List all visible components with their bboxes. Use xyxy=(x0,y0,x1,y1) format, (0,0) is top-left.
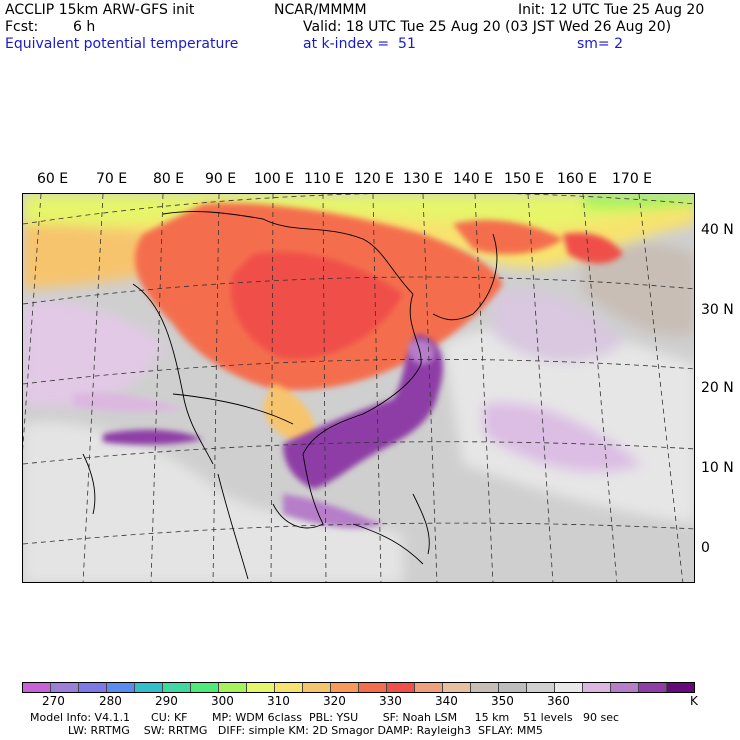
colorbar-swatch xyxy=(135,683,163,692)
lon-label: 60 E xyxy=(37,171,69,187)
colorbar-label: 320 xyxy=(323,694,346,708)
lat-label: 0 xyxy=(701,540,710,556)
colorbar-unit: K xyxy=(690,694,698,708)
lat-label: 40 N xyxy=(701,222,734,238)
organization-label: NCAR/MMMM xyxy=(274,2,367,18)
colorbar-swatch xyxy=(79,683,107,692)
lon-label: 170 E xyxy=(612,171,653,187)
colorbar-swatch xyxy=(163,683,191,692)
map-panel xyxy=(22,193,695,583)
colorbar-swatch xyxy=(639,683,667,692)
colorbar xyxy=(22,682,695,693)
colorbar-swatch xyxy=(107,683,135,692)
lon-label: 130 E xyxy=(403,171,444,187)
colorbar-swatch xyxy=(51,683,79,692)
theta-e-field xyxy=(23,194,694,582)
lon-label: 140 E xyxy=(453,171,494,187)
colorbar-swatch xyxy=(415,683,443,692)
init-time: Init: 12 UTC Tue 25 Aug 20 xyxy=(518,2,705,18)
colorbar-label: 330 xyxy=(379,694,402,708)
colorbar-swatch xyxy=(555,683,583,692)
colorbar-swatch xyxy=(275,683,303,692)
lon-label: 100 E xyxy=(254,171,295,187)
colorbar-swatch xyxy=(359,683,387,692)
lon-label: 120 E xyxy=(354,171,395,187)
model-info-line-1: Model Info: V4.1.1 CU: KF MP: WDM 6class… xyxy=(30,711,620,724)
colorbar-swatch xyxy=(583,683,611,692)
smoothing-value: sm= 2 xyxy=(577,36,624,52)
lon-label: 90 E xyxy=(205,171,237,187)
model-title: ACCLIP 15km ARW-GFS init xyxy=(5,2,195,18)
colorbar-label: 310 xyxy=(267,694,290,708)
forecast-label: Fcst: xyxy=(5,19,39,35)
lon-label: 160 E xyxy=(557,171,598,187)
lon-label: 80 E xyxy=(153,171,185,187)
level-index: at k-index = 51 xyxy=(303,36,416,52)
colorbar-swatch xyxy=(247,683,275,692)
forecast-hour: 6 h xyxy=(73,19,96,35)
colorbar-label: 290 xyxy=(155,694,178,708)
colorbar-swatch xyxy=(527,683,555,692)
colorbar-label: 350 xyxy=(491,694,514,708)
colorbar-swatch xyxy=(303,683,331,692)
colorbar-swatch xyxy=(499,683,527,692)
colorbar-swatch xyxy=(667,683,694,692)
valid-time: Valid: 18 UTC Tue 25 Aug 20 (03 JST Wed … xyxy=(303,19,672,35)
colorbar-swatch xyxy=(331,683,359,692)
lat-label: 30 N xyxy=(701,302,734,318)
colorbar-swatch xyxy=(23,683,51,692)
model-info-line-2: LW: RRTMG SW: RRTMG DIFF: simple KM: 2D … xyxy=(68,724,543,737)
field-name: Equivalent potential temperature xyxy=(5,36,239,52)
colorbar-swatch xyxy=(471,683,499,692)
colorbar-swatch xyxy=(387,683,415,692)
lon-label: 150 E xyxy=(504,171,545,187)
colorbar-label: 270 xyxy=(42,694,65,708)
colorbar-label: 360 xyxy=(547,694,570,708)
colorbar-swatch xyxy=(219,683,247,692)
colorbar-swatch xyxy=(191,683,219,692)
colorbar-label: 280 xyxy=(99,694,122,708)
colorbar-label: 340 xyxy=(435,694,458,708)
colorbar-swatch xyxy=(443,683,471,692)
colorbar-label: 300 xyxy=(211,694,234,708)
lat-label: 20 N xyxy=(701,380,734,396)
lon-label: 110 E xyxy=(304,171,345,187)
lon-label: 70 E xyxy=(96,171,128,187)
lat-label: 10 N xyxy=(701,460,734,476)
colorbar-swatch xyxy=(611,683,639,692)
